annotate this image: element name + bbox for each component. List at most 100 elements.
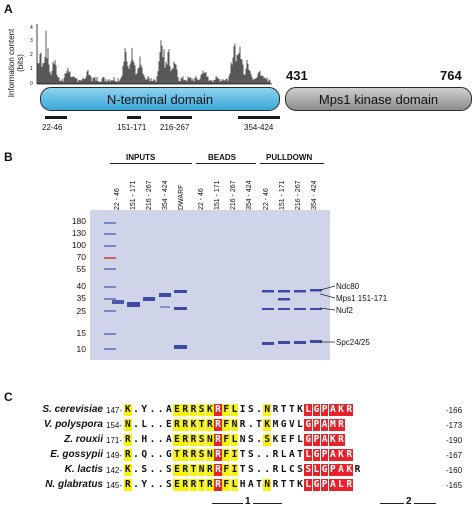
mw-10: 10 [76,344,86,354]
ytick-3: 3 [30,38,33,44]
gel-ladder-pink-band [104,257,116,259]
residue: . [256,404,262,415]
end-position: -167 [446,451,463,460]
residue: S [247,449,254,460]
end-position: -190 [446,436,463,445]
residue: . [157,434,164,445]
header-inputs-line [110,163,192,164]
fragment-bar-22-46 [45,116,67,119]
residue: L [280,449,287,460]
fragment-bar-354-424 [238,116,280,119]
residue: R [337,434,345,446]
residue: E [173,434,181,446]
residue: L [304,449,313,461]
residue: N [263,404,272,416]
residue: L [230,404,239,416]
residue: . [264,449,271,460]
mps1-kinase-domain: Mps1 kinase domain [285,87,472,111]
lane-beads-22-46: 22 - 46 [198,188,205,210]
residue: . [133,449,139,460]
band-label-spc24-25: Spc24/25 [336,338,370,347]
residue: T [256,479,262,490]
residue: F [222,419,231,431]
residue: A [247,479,254,490]
fragment-label-151-171: 151-171 [117,123,147,132]
residue: K [263,419,272,431]
residue: E [173,479,181,491]
residue: A [320,434,329,446]
residue: F [222,479,231,491]
start-position: 147- [106,406,123,415]
residue: Q [141,449,148,460]
residue: R [345,404,354,416]
header-pulldown: PULLDOWN [266,153,313,162]
mw-55: 55 [76,264,86,274]
residue: S [247,434,254,445]
residue: L [297,434,303,445]
residue: K [124,404,132,416]
residue: T [280,479,287,490]
mw-40: 40 [76,281,86,291]
species-name: Z. rouxii [64,434,103,445]
start-position: 142- [106,466,123,475]
residue: . [256,464,262,475]
residue: L [297,419,303,430]
residue: T [288,479,295,490]
residue: T [197,419,206,431]
residue: K [206,404,214,416]
lane-input-dwarf: DWARF [178,184,185,210]
residue: . [264,464,271,475]
residue: N [230,419,239,431]
residue: S [165,479,172,490]
band-label-leaders [320,285,336,343]
residue: N [197,464,206,476]
residue: A [329,404,337,416]
residue: . [157,464,164,475]
lane-input-216-267: 216 - 267 [146,180,153,210]
residue: S [197,404,206,416]
species-name: S. cerevisiae [42,404,103,415]
residue: R [345,449,354,461]
residue: Y [141,404,148,415]
lane-input-151-171: 151 - 171 [130,180,137,210]
residue: K [189,419,198,431]
residue: R [214,464,222,476]
residue: L [230,479,239,491]
residue: N [239,434,246,445]
residue: I [230,449,239,461]
residue: R [181,419,190,431]
ytick-2: 2 [30,52,33,58]
panel-c-label: C [4,390,13,404]
mw-180: 180 [71,216,86,226]
residue: L [230,434,239,446]
motif-1-region [191,405,291,497]
end-position: -173 [446,421,463,430]
residue: R [181,479,190,491]
fragment-bar-151-171 [127,116,141,119]
residue: I [230,464,239,476]
residue: R [272,449,279,460]
ytick-4: 4 [30,25,33,31]
residue: . [149,449,156,460]
residue: . [256,449,262,460]
residue: . [157,449,164,460]
lane-beads-216-267: 216 - 267 [230,180,237,210]
residue: R [354,464,361,475]
residue: R [189,479,198,491]
residue: K [345,464,354,476]
position-431: 431 [286,68,308,83]
residue: G [304,419,313,431]
mw-35: 35 [76,293,86,303]
residue: . [149,464,156,475]
residue: . [157,404,164,415]
residue: M [329,419,337,431]
start-position: 149- [106,451,123,460]
residue: K [329,434,337,446]
residue: . [157,419,164,430]
residue: T [173,449,181,461]
residue: . [133,404,139,415]
residue: R [214,479,222,491]
residue: R [214,449,222,461]
band-label-nuf2: Nuf2 [336,306,353,315]
residue: S [165,464,172,475]
